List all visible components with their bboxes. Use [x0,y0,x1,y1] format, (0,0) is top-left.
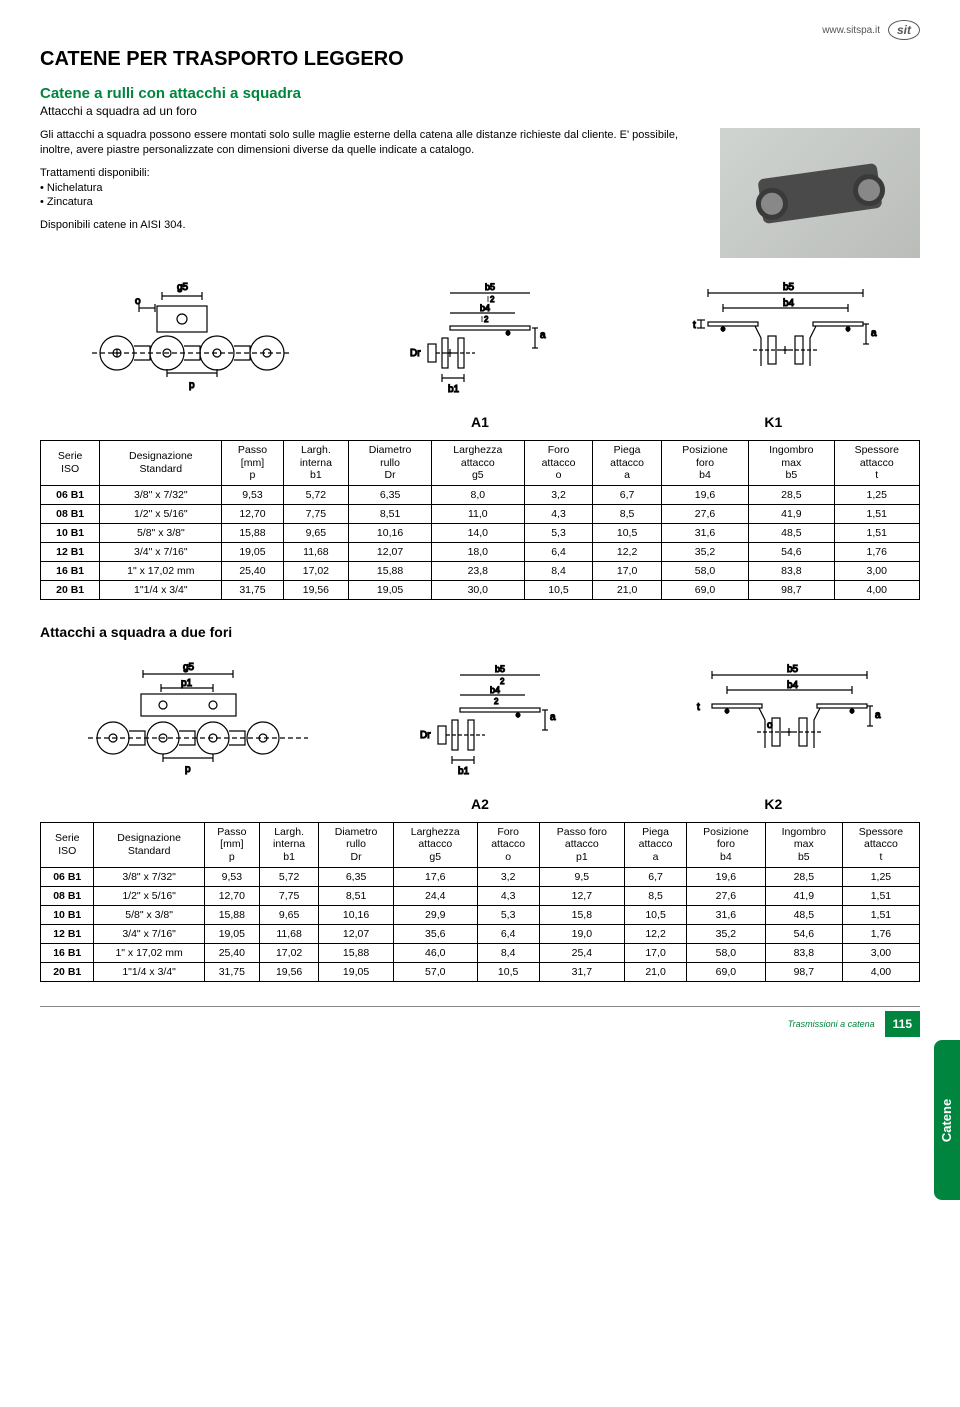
label-a1: A1 [335,414,625,430]
svg-text:b5: b5 [783,282,795,293]
svg-text:2: 2 [484,315,489,324]
label-a2: A2 [335,796,625,812]
column-header: DesignazioneStandard [100,441,222,486]
intro-block: Gli attacchi a squadra possono essere mo… [40,128,920,258]
diagram-a2: b5 2 b4 2 a Dr b1 [390,660,590,790]
svg-text:t: t [697,702,700,713]
column-header: Passo foroattaccop1 [539,822,625,867]
column-header: DesignazioneStandard [94,822,204,867]
diagrams-1: g5 o p b5 [40,278,920,408]
table-row: 08 B11/2" x 5/16"12,707,758,5111,04,38,5… [41,504,920,523]
footer: Trasmissioni a catena 115 [40,1006,920,1037]
footer-text: Trasmissioni a catena [788,1019,875,1029]
svg-text:b5: b5 [495,664,505,674]
sub-subtitle: Attacchi a squadra ad un foro [40,104,920,118]
label-k2: K2 [628,796,918,812]
svg-text:o: o [135,296,141,307]
column-header: SerieISO [41,822,94,867]
diagram-k2: b5 b4 t o a [657,660,887,790]
side-tab-label: Catene [940,1098,955,1141]
table-row: 10 B15/8" x 3/8"15,889,6510,1629,95,315,… [41,905,920,924]
diagram-a1: b5 2 b4 2 a Dr b1 [380,278,580,408]
table-2: SerieISODesignazioneStandardPasso[mm]pLa… [40,822,920,982]
table-row: 20 B11"1/4 x 3/4"31,7519,5619,0557,010,5… [41,962,920,981]
svg-text:b5: b5 [485,282,495,292]
svg-text:a: a [540,330,546,341]
column-header: DiametrorulloDr [349,441,432,486]
label-k1: K1 [628,414,918,430]
table-row: 08 B11/2" x 5/16"12,707,758,5124,44,312,… [41,886,920,905]
svg-text:g5: g5 [177,282,189,293]
column-header: Posizioneforob4 [661,441,748,486]
svg-text:b5: b5 [787,664,799,675]
intro-b2: • Zincatura [40,196,93,208]
svg-text:b4: b4 [787,680,799,691]
column-header: Foroattaccoo [477,822,539,867]
svg-text:a: a [875,710,881,721]
column-header: Largh.internab1 [283,441,349,486]
column-header: Piegaattaccoa [593,441,662,486]
table-row: 20 B11"1/4 x 3/4"31,7519,5619,0530,010,5… [41,580,920,599]
header: www.sitspa.it sit [40,20,920,40]
column-header: Ingombromaxb5 [765,822,842,867]
svg-text:t: t [693,320,696,331]
svg-text:b4: b4 [490,685,500,695]
svg-text:b1: b1 [448,384,460,395]
svg-text:g5: g5 [183,662,195,673]
svg-text:a: a [871,328,877,339]
svg-text:p: p [189,380,195,391]
column-header: Spessoreattaccot [834,441,919,486]
column-header: Passo[mm]p [204,822,259,867]
diagrams-2: g5 p1 p b5 2 b4 [40,660,920,790]
diagram-labels-1: A1 K1 [40,414,920,430]
intro-p2: Trattamenti disponibili: [40,167,150,179]
column-header: Larghezzaattaccog5 [431,441,524,486]
svg-text:2: 2 [494,697,499,706]
table-row: 12 B13/4" x 7/16"19,0511,6812,0735,66,41… [41,924,920,943]
svg-text:b4: b4 [480,303,490,313]
page-number: 115 [885,1011,920,1037]
svg-text:Dr: Dr [410,348,421,359]
svg-text:2: 2 [500,677,505,686]
table-row: 16 B11" x 17,02 mm25,4017,0215,8823,88,4… [41,561,920,580]
product-image [720,128,920,258]
svg-text:a: a [550,712,556,723]
logo: sit [888,20,920,40]
column-header: DiametrorulloDr [319,822,394,867]
table-row: 06 B13/8" x 7/32"9,535,726,3517,63,29,56… [41,867,920,886]
svg-text:b4: b4 [783,298,795,309]
svg-text:Dr: Dr [420,730,431,741]
svg-text:p: p [185,764,191,775]
diagram-chain-side: g5 o p [77,278,307,408]
table-row: 16 B11" x 17,02 mm25,4017,0215,8846,08,4… [41,943,920,962]
table-1: SerieISODesignazioneStandardPasso[mm]pLa… [40,440,920,600]
column-header: Larghezzaattaccog5 [393,822,477,867]
table-row: 12 B13/4" x 7/16"19,0511,6812,0718,06,41… [41,542,920,561]
column-header: Largh.internab1 [259,822,318,867]
column-header: SerieISO [41,441,100,486]
column-header: Piegaattaccoa [625,822,687,867]
column-header: Passo[mm]p [222,441,283,486]
intro-p3: Disponibili catene in AISI 304. [40,218,700,233]
table-row: 10 B15/8" x 3/8"15,889,6510,1614,05,310,… [41,523,920,542]
side-tab: Catene [934,1040,960,1200]
header-url: www.sitspa.it [822,25,880,36]
intro-p1: Gli attacchi a squadra possono essere mo… [40,128,700,158]
column-header: Posizioneforob4 [687,822,766,867]
svg-text:b1: b1 [458,766,470,777]
diagram-chain-side-2: g5 p1 p [73,660,323,790]
page-title: CATENE PER TRASPORTO LEGGERO [40,48,920,71]
section2-title: Attacchi a squadra a due fori [40,624,920,640]
column-header: Spessoreattaccot [842,822,919,867]
svg-text:2: 2 [490,295,495,304]
table-row: 06 B13/8" x 7/32"9,535,726,358,03,26,719… [41,485,920,504]
diagram-k1: b5 b4 t a [653,278,883,408]
subtitle: Catene a rulli con attacchi a squadra [40,85,920,102]
diagram-labels-2: A2 K2 [40,796,920,812]
svg-text:p1: p1 [181,678,193,689]
intro-b1: • Nichelatura [40,182,103,194]
intro-text: Gli attacchi a squadra possono essere mo… [40,128,700,258]
column-header: Foroattaccoo [524,441,593,486]
column-header: Ingombromaxb5 [749,441,834,486]
